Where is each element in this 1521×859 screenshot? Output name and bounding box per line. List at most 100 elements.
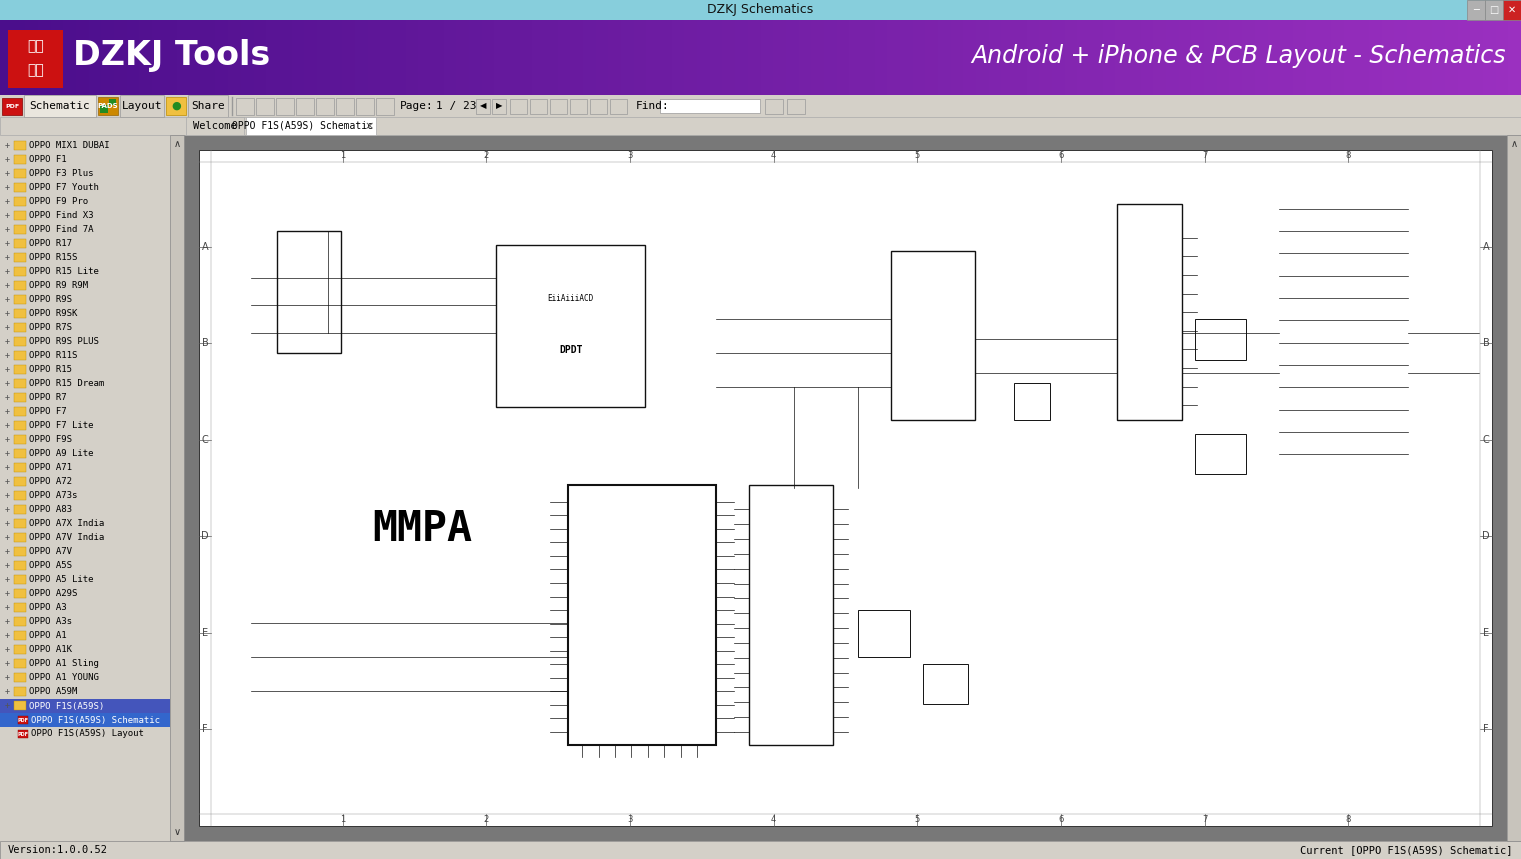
Text: +: + bbox=[5, 380, 9, 388]
Text: E: E bbox=[202, 628, 208, 638]
Bar bbox=[824, 20, 838, 95]
Bar bbox=[491, 99, 506, 114]
Bar bbox=[14, 589, 26, 598]
Text: ∧: ∧ bbox=[173, 139, 181, 149]
Text: OPPO F3 Plus: OPPO F3 Plus bbox=[29, 169, 93, 179]
Bar bbox=[216, 20, 230, 95]
Bar bbox=[304, 20, 318, 95]
Bar bbox=[0, 195, 170, 209]
Bar bbox=[0, 135, 184, 841]
Text: +: + bbox=[5, 673, 9, 683]
Bar bbox=[14, 295, 26, 304]
Text: OPPO A5S: OPPO A5S bbox=[29, 562, 71, 570]
Bar bbox=[14, 379, 26, 388]
Text: 3: 3 bbox=[627, 151, 633, 161]
Text: EiiAiiiACD: EiiAiiiACD bbox=[548, 294, 593, 302]
Bar bbox=[684, 20, 698, 95]
Bar bbox=[1369, 20, 1383, 95]
Bar bbox=[14, 155, 26, 164]
Text: OPPO A3s: OPPO A3s bbox=[29, 618, 71, 626]
Bar bbox=[0, 671, 170, 685]
Bar bbox=[1217, 20, 1230, 95]
Text: OPPO R17: OPPO R17 bbox=[29, 240, 71, 248]
Bar bbox=[277, 231, 341, 353]
Bar bbox=[456, 20, 470, 95]
Text: 2: 2 bbox=[484, 151, 488, 161]
Bar bbox=[236, 98, 254, 115]
Text: 7: 7 bbox=[1202, 815, 1208, 825]
Bar bbox=[184, 135, 1507, 841]
Text: +: + bbox=[5, 351, 9, 361]
Text: OPPO A7X India: OPPO A7X India bbox=[29, 520, 105, 528]
Text: +: + bbox=[5, 478, 9, 486]
Text: +: + bbox=[5, 365, 9, 375]
Bar bbox=[1381, 20, 1395, 95]
Text: OPPO R9S PLUS: OPPO R9S PLUS bbox=[29, 338, 99, 346]
Bar bbox=[0, 321, 170, 335]
Bar bbox=[14, 617, 26, 626]
Bar bbox=[1433, 20, 1446, 95]
Bar bbox=[14, 267, 26, 276]
Text: B: B bbox=[202, 338, 208, 348]
Text: PADS: PADS bbox=[97, 103, 119, 109]
Bar bbox=[14, 575, 26, 584]
Bar bbox=[1419, 20, 1433, 95]
Bar bbox=[0, 841, 1521, 859]
Text: +: + bbox=[5, 338, 9, 346]
Bar bbox=[551, 99, 567, 114]
Bar bbox=[1395, 20, 1408, 95]
Text: 科技: 科技 bbox=[27, 64, 44, 77]
Text: ▶: ▶ bbox=[496, 101, 502, 111]
Bar bbox=[570, 20, 584, 95]
Text: 8: 8 bbox=[1346, 815, 1351, 825]
Text: +: + bbox=[5, 295, 9, 304]
Bar bbox=[0, 475, 170, 489]
Bar bbox=[14, 435, 26, 444]
Text: Schematic: Schematic bbox=[29, 101, 90, 111]
Bar bbox=[14, 519, 26, 528]
Bar bbox=[0, 209, 170, 223]
Bar bbox=[1027, 20, 1040, 95]
Bar bbox=[1194, 434, 1246, 474]
Bar bbox=[849, 20, 862, 95]
Text: OPPO A29S: OPPO A29S bbox=[29, 589, 78, 599]
Text: Share: Share bbox=[192, 101, 225, 111]
Bar bbox=[913, 20, 926, 95]
Text: ∨: ∨ bbox=[173, 827, 181, 837]
Bar bbox=[102, 20, 116, 95]
Bar bbox=[126, 20, 140, 95]
Bar bbox=[0, 223, 170, 237]
Bar bbox=[590, 99, 607, 114]
Bar bbox=[1039, 20, 1053, 95]
Bar bbox=[14, 701, 26, 710]
Bar bbox=[1484, 0, 1503, 20]
Bar bbox=[297, 98, 313, 115]
Bar bbox=[0, 279, 170, 293]
Bar bbox=[0, 20, 14, 95]
Bar bbox=[923, 664, 969, 704]
Bar bbox=[1509, 20, 1521, 95]
Bar bbox=[14, 169, 26, 178]
Text: +: + bbox=[5, 562, 9, 570]
Bar bbox=[0, 405, 170, 419]
Bar bbox=[0, 293, 170, 307]
Text: OPPO F1: OPPO F1 bbox=[29, 155, 67, 165]
Bar bbox=[520, 20, 534, 95]
Text: OPPO A7V: OPPO A7V bbox=[29, 547, 71, 557]
Bar bbox=[14, 211, 26, 220]
Text: +: + bbox=[5, 547, 9, 557]
Bar bbox=[14, 673, 26, 682]
Bar bbox=[14, 505, 26, 514]
Bar bbox=[786, 20, 800, 95]
Bar bbox=[891, 252, 975, 420]
Text: +: + bbox=[5, 576, 9, 584]
Text: OPPO A71: OPPO A71 bbox=[29, 464, 71, 472]
Bar bbox=[166, 97, 186, 115]
Text: OPPO A72: OPPO A72 bbox=[29, 478, 71, 486]
Bar bbox=[545, 20, 558, 95]
Bar bbox=[12, 20, 26, 95]
Bar bbox=[152, 20, 166, 95]
Text: +: + bbox=[5, 505, 9, 515]
Bar bbox=[0, 307, 170, 321]
Text: 东震: 东震 bbox=[27, 40, 44, 53]
